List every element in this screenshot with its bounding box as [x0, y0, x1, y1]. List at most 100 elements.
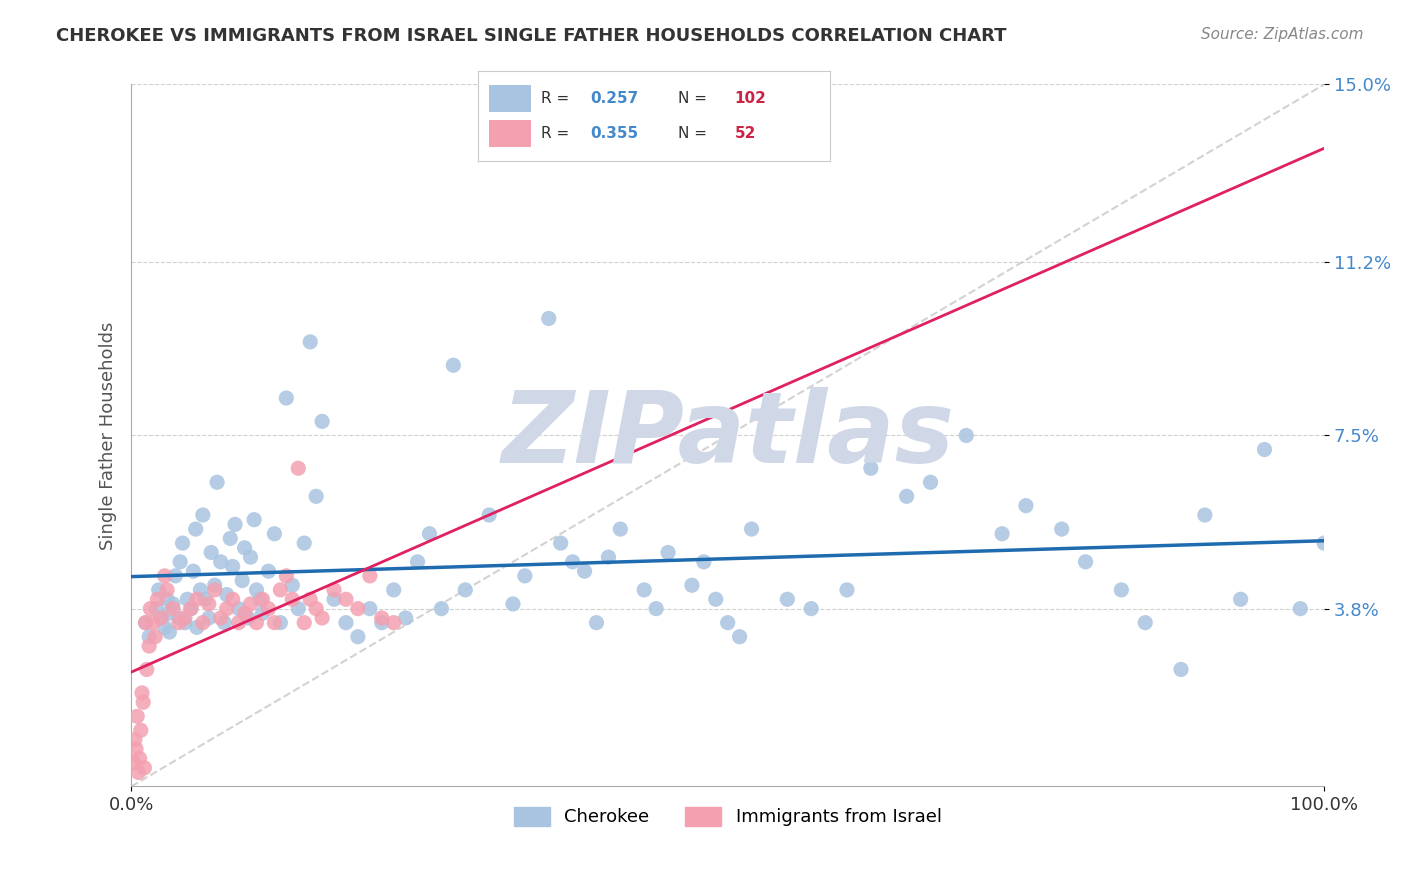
Immigrants from Israel	[191, 615, 214, 630]
Immigrants from Israel	[263, 615, 285, 630]
Text: R =: R =	[541, 91, 575, 105]
Cherokee	[585, 615, 607, 630]
Text: CHEROKEE VS IMMIGRANTS FROM ISRAEL SINGLE FATHER HOUSEHOLDS CORRELATION CHART: CHEROKEE VS IMMIGRANTS FROM ISRAEL SINGL…	[56, 27, 1007, 45]
Cherokee	[537, 311, 560, 326]
Immigrants from Israel	[150, 611, 173, 625]
Legend: Cherokee, Immigrants from Israel: Cherokee, Immigrants from Israel	[506, 800, 949, 834]
Cherokee	[418, 526, 440, 541]
Immigrants from Israel	[323, 582, 346, 597]
Cherokee	[335, 615, 357, 630]
Cherokee	[180, 601, 202, 615]
Immigrants from Israel	[245, 615, 267, 630]
Cherokee	[239, 550, 262, 565]
Immigrants from Israel	[292, 615, 315, 630]
Cherokee	[174, 615, 197, 630]
Cherokee	[176, 592, 198, 607]
Cherokee	[135, 615, 157, 630]
Immigrants from Israel	[153, 569, 176, 583]
Cherokee	[150, 611, 173, 625]
Immigrants from Israel	[204, 582, 226, 597]
Text: N =: N =	[678, 127, 713, 141]
Text: N =: N =	[678, 91, 713, 105]
Immigrants from Israel	[122, 756, 145, 770]
Cherokee	[165, 569, 187, 583]
Cherokee	[598, 550, 620, 565]
Text: 102: 102	[734, 91, 766, 105]
Cherokee	[197, 611, 219, 625]
Immigrants from Israel	[132, 695, 155, 709]
Cherokee	[205, 475, 228, 490]
Cherokee	[233, 541, 256, 555]
Cherokee	[231, 574, 253, 588]
Cherokee	[145, 601, 167, 615]
Cherokee	[502, 597, 524, 611]
Immigrants from Israel	[135, 663, 157, 677]
Cherokee	[224, 517, 246, 532]
Cherokee	[1111, 582, 1133, 597]
Immigrants from Israel	[215, 601, 238, 615]
Immigrants from Israel	[134, 761, 156, 775]
Immigrants from Israel	[131, 686, 153, 700]
Immigrants from Israel	[228, 615, 250, 630]
Text: 52: 52	[734, 127, 756, 141]
Cherokee	[181, 564, 204, 578]
Cherokee	[191, 508, 214, 522]
Immigrants from Israel	[143, 630, 166, 644]
Bar	[489, 85, 531, 112]
Immigrants from Israel	[197, 597, 219, 611]
Bar	[489, 120, 531, 147]
Cherokee	[1253, 442, 1275, 457]
Immigrants from Israel	[156, 582, 179, 597]
Cherokee	[281, 578, 304, 592]
Cherokee	[167, 611, 190, 625]
Cherokee	[1170, 663, 1192, 677]
Cherokee	[257, 564, 280, 578]
Immigrants from Israel	[252, 592, 274, 607]
Cherokee	[153, 620, 176, 634]
Cherokee	[478, 508, 501, 522]
Cherokee	[228, 601, 250, 615]
Cherokee	[406, 555, 429, 569]
Immigrants from Israel	[359, 569, 381, 583]
Cherokee	[513, 569, 536, 583]
Cherokee	[693, 555, 716, 569]
Immigrants from Israel	[233, 607, 256, 621]
Cherokee	[252, 607, 274, 621]
Cherokee	[209, 555, 232, 569]
Cherokee	[194, 592, 217, 607]
Cherokee	[245, 582, 267, 597]
Immigrants from Israel	[135, 615, 157, 630]
Cherokee	[896, 489, 918, 503]
Cherokee	[920, 475, 942, 490]
Cherokee	[299, 334, 322, 349]
Cherokee	[169, 555, 191, 569]
Immigrants from Israel	[186, 592, 208, 607]
Immigrants from Israel	[221, 592, 243, 607]
Cherokee	[1229, 592, 1251, 607]
Cherokee	[1050, 522, 1073, 536]
Cherokee	[359, 601, 381, 615]
Immigrants from Israel	[371, 611, 394, 625]
Cherokee	[1194, 508, 1216, 522]
Cherokee	[214, 615, 236, 630]
Cherokee	[859, 461, 882, 475]
Immigrants from Israel	[347, 601, 370, 615]
Cherokee	[184, 522, 207, 536]
Immigrants from Israel	[269, 582, 291, 597]
Cherokee	[550, 536, 572, 550]
Immigrants from Israel	[209, 611, 232, 625]
Cherokee	[430, 601, 453, 615]
Text: Source: ZipAtlas.com: Source: ZipAtlas.com	[1201, 27, 1364, 42]
Immigrants from Israel	[127, 765, 149, 780]
Cherokee	[138, 630, 160, 644]
Cherokee	[561, 555, 583, 569]
Immigrants from Israel	[139, 601, 162, 615]
Cherokee	[269, 615, 291, 630]
Cherokee	[1074, 555, 1097, 569]
Cherokee	[263, 526, 285, 541]
Cherokee	[276, 391, 298, 405]
Cherokee	[728, 630, 751, 644]
Cherokee	[835, 582, 858, 597]
Y-axis label: Single Father Households: Single Father Households	[100, 321, 117, 549]
Cherokee	[221, 559, 243, 574]
